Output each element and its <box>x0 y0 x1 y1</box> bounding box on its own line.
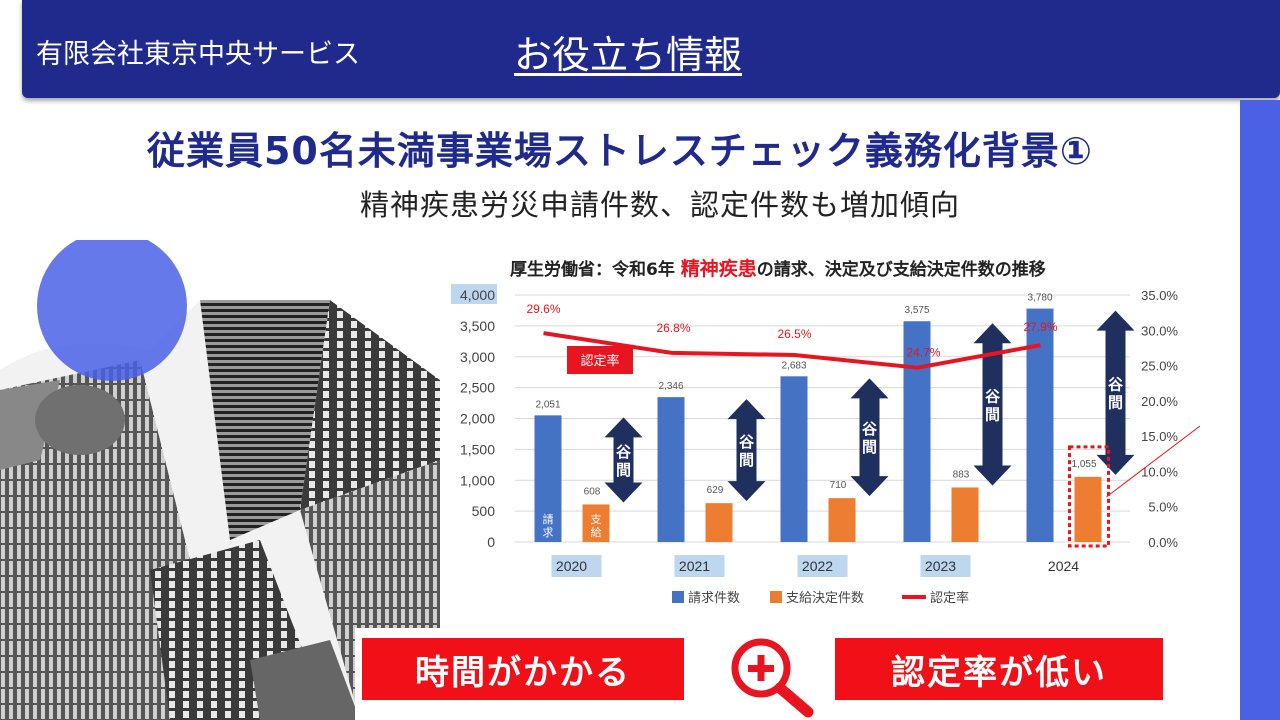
gap-arrow-label: 間 <box>862 438 877 456</box>
bar-label-paid: 629 <box>707 485 724 496</box>
chart-title-suffix: の請求、決定及び支給決定件数の推移 <box>756 260 1046 280</box>
category-highlight <box>674 555 725 577</box>
chart-title-prefix: 厚生労働省：令和6年 <box>510 260 681 280</box>
rate-label: 26.8% <box>656 321 690 335</box>
bar-label-claims: 3,780 <box>1027 293 1052 304</box>
y-tick-label: 0 <box>487 534 495 550</box>
bar-claims <box>657 397 685 542</box>
y2-tick-label: 20.0% <box>1141 394 1178 409</box>
y2-tick-label: 35.0% <box>1141 288 1178 303</box>
gap-arrow-label: 谷 <box>862 420 878 438</box>
y-tick-label: 3,500 <box>460 318 495 334</box>
bar-inner-label-paid: 給 <box>591 525 602 539</box>
bar-claims <box>903 321 931 542</box>
legend-label: 認定率 <box>930 590 969 606</box>
bar-inner-label-claims: 求 <box>543 526 554 539</box>
skyscrapers-photo <box>0 240 440 720</box>
chart-title-highlight: 精神疾患 <box>680 258 757 280</box>
callout-time: 時間がかかる <box>362 638 684 700</box>
gap-arrow <box>604 417 643 503</box>
page-title: 従業員50名未満事業場ストレスチェック義務化背景① <box>146 129 1094 173</box>
x-tick-label: 2020 <box>556 558 587 574</box>
rate-label: 29.6% <box>526 302 560 316</box>
header-title-link[interactable]: お役立ち情報 <box>514 33 743 77</box>
chart: 0 500 1,000 1,500 2,000 2,500 3,000 3,500 4,000 0… <box>451 284 1200 606</box>
rate-label: 24.7% <box>906 346 940 360</box>
legend-swatch <box>672 591 684 603</box>
gap-arrow <box>1096 310 1135 475</box>
y-tick-label: 2,500 <box>460 380 495 396</box>
legend-label: 請求件数 <box>688 591 740 606</box>
rate-label: 27.9% <box>1023 320 1057 334</box>
y2-tick-label: 10.0% <box>1141 464 1178 479</box>
pointer-line <box>1106 425 1200 498</box>
legend-swatch <box>770 591 782 603</box>
y-tick-highlight <box>451 284 497 304</box>
y2-tick-label: 5.0% <box>1148 500 1178 515</box>
bar-paid <box>582 504 610 542</box>
gap-arrow <box>727 399 766 502</box>
gap-arrow <box>850 378 889 497</box>
bar-label-claims: 2,683 <box>781 360 806 371</box>
gap-arrow-label: 間 <box>1108 394 1123 412</box>
bar-paid <box>951 487 979 542</box>
bar-label-claims: 3,575 <box>904 305 929 316</box>
bar-claims <box>780 376 808 542</box>
gap-arrow-label: 谷 <box>985 387 1001 405</box>
bar-label-paid: 608 <box>584 486 601 497</box>
bar-label-paid: 710 <box>830 480 847 491</box>
category-highlight <box>920 555 971 577</box>
gap-arrow-label: 谷 <box>616 443 632 461</box>
chart-title: 厚生労働省：令和6年 精神疾患の請求、決定及び支給決定件数の推移 <box>510 254 1046 281</box>
bar-paid <box>705 503 733 542</box>
bar-paid <box>1074 476 1102 542</box>
gap-arrow-label: 谷 <box>739 433 755 451</box>
y2-tick-label: 0.0% <box>1148 535 1178 550</box>
bar-claims <box>534 415 562 542</box>
bar-inner-label-claims: 請 <box>543 512 554 526</box>
bar-paid <box>828 498 856 542</box>
y-tick-label: 1,000 <box>460 472 495 488</box>
page-subtitle: 精神疾患労災申請件数、認定件数も増加傾向 <box>359 188 960 222</box>
rate-label: 26.5% <box>777 327 811 341</box>
y-tick-label: 1,500 <box>460 441 495 457</box>
gap-arrow <box>973 323 1012 486</box>
x-tick-label: 2022 <box>802 558 833 574</box>
bar-label-paid: 1,055 <box>1071 459 1096 470</box>
header-bar <box>22 0 1280 98</box>
right-accent-bar <box>1240 100 1280 720</box>
y2-tick-label: 30.0% <box>1141 323 1178 338</box>
rate-tag <box>567 346 633 374</box>
y2-tick-label: 15.0% <box>1141 429 1178 444</box>
bar-label-claims: 2,346 <box>658 381 683 392</box>
gap-arrow-label: 谷 <box>1108 376 1124 394</box>
callout-rate: 認定率が低い <box>835 638 1163 700</box>
x-tick-label: 2023 <box>925 558 956 574</box>
gap-arrow-label: 間 <box>985 405 1000 423</box>
rate-tag-label: 認定率 <box>580 353 619 369</box>
zoom-plus-icon <box>731 638 814 718</box>
bar-label-claims: 2,051 <box>535 399 560 410</box>
y-tick-label: 4,000 <box>460 287 495 303</box>
y2-tick-label: 25.0% <box>1141 359 1178 374</box>
y-tick-label: 500 <box>472 503 496 519</box>
category-highlight <box>551 555 602 577</box>
gap-arrow-label: 間 <box>616 461 631 479</box>
company-name: 有限会社東京中央サービス <box>36 39 360 70</box>
x-tick-label: 2021 <box>679 558 710 574</box>
legend-label: 支給決定件数 <box>786 591 864 606</box>
category-highlight <box>797 555 848 577</box>
bar-label-paid: 883 <box>953 469 970 480</box>
x-tick-label: 2024 <box>1048 558 1079 574</box>
highlight-box <box>1068 445 1110 548</box>
gap-arrow-label: 間 <box>739 451 754 469</box>
y-tick-label: 2,000 <box>460 411 495 427</box>
y-tick-label: 3,000 <box>460 349 495 365</box>
bar-inner-label-paid: 支 <box>591 513 602 526</box>
